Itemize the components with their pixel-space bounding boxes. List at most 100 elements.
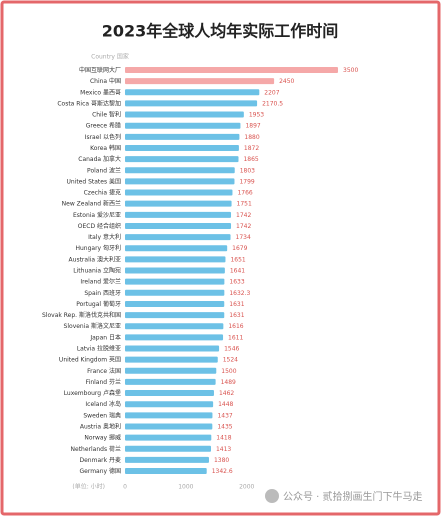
x-tick-label: 1000 [178, 484, 193, 491]
bar [125, 334, 224, 341]
value-label: 1631 [229, 312, 244, 319]
bar [125, 278, 225, 285]
y-tick-label: Norway 挪威 [84, 434, 121, 442]
bar [125, 356, 218, 363]
y-tick-label: Portugal 葡萄牙 [76, 300, 121, 308]
value-label: 1803 [240, 167, 255, 174]
value-label: 1734 [236, 234, 251, 241]
bar [125, 367, 217, 374]
value-label: 1524 [223, 357, 238, 364]
value-label: 3500 [343, 67, 358, 74]
bar [125, 312, 225, 319]
x-tick-label: 0 [123, 484, 127, 491]
bar [125, 323, 224, 330]
x-tick-label: 2000 [239, 484, 254, 491]
bar [125, 200, 232, 207]
value-label: 1799 [239, 178, 254, 185]
bar [125, 222, 232, 229]
y-tick-label: Italy 意大利 [88, 233, 121, 241]
value-label: 1766 [237, 190, 252, 197]
y-tick-label: Slovak Rep. 斯洛伐克共和国 [42, 311, 121, 319]
y-tick-label: Greece 希腊 [86, 122, 121, 130]
value-label: 1742 [236, 223, 251, 230]
y-tick-label: Costa Rica 哥斯达黎加 [57, 99, 121, 107]
y-tick-label: Poland 波兰 [87, 166, 121, 174]
bar [125, 434, 212, 441]
y-tick-label: Korea 韩国 [90, 144, 121, 152]
bar [125, 89, 260, 96]
value-label: 1742 [236, 212, 251, 219]
value-label: 1865 [243, 156, 258, 163]
y-tick-label: Slovenia 斯洛文尼亚 [64, 322, 121, 330]
value-label: 1679 [232, 245, 247, 252]
value-label: 1546 [224, 346, 239, 353]
y-tick-label: Spain 西班牙 [84, 289, 121, 297]
bar [125, 267, 225, 274]
y-tick-label: Hungary 匈牙利 [75, 244, 121, 252]
y-tick-label: France 法国 [87, 367, 121, 375]
bar [125, 111, 244, 118]
bar [125, 300, 225, 307]
y-tick-label: Denmark 丹麦 [80, 456, 122, 464]
bar [125, 345, 220, 352]
y-tick-label: Israel 以色列 [85, 133, 121, 141]
bar [125, 67, 338, 73]
bar [125, 100, 258, 107]
value-label: 1897 [245, 123, 260, 130]
y-tick-label: United Kingdom 英国 [59, 356, 121, 364]
bar [125, 211, 232, 218]
value-label: 1641 [230, 268, 245, 275]
watermark-icon [265, 489, 279, 503]
value-label: 2170.5 [262, 100, 283, 107]
bar [125, 289, 225, 296]
bar [125, 178, 235, 185]
value-label: 1631 [229, 301, 244, 308]
y-tick-label: Sweden 瑞典 [83, 411, 121, 419]
bar [125, 167, 235, 174]
value-label: 1418 [216, 435, 231, 442]
y-tick-label: OECD 经合组织 [78, 222, 121, 230]
value-label: 1437 [217, 412, 232, 419]
value-label: 1633 [229, 279, 244, 286]
y-tick-label: Estonia 爱沙尼亚 [73, 211, 121, 219]
bar [125, 245, 228, 252]
bar [125, 401, 214, 408]
y-tick-label: Ireland 爱尔兰 [80, 278, 121, 286]
y-tick-label: 中国互联网大厂 [79, 66, 121, 74]
value-label: 1462 [219, 390, 234, 397]
value-label: 1448 [218, 401, 233, 408]
y-tick-label: Iceland 冰岛 [85, 400, 121, 408]
y-tick-label: Austria 奥地利 [80, 422, 121, 430]
value-label: 1413 [216, 446, 231, 453]
value-label: 1500 [221, 368, 236, 375]
y-tick-label: Chile 智利 [92, 111, 121, 119]
bar [125, 456, 209, 463]
y-tick-label: Latvia 拉脱维亚 [77, 345, 121, 353]
value-label: 1880 [244, 134, 259, 141]
value-label: 1651 [230, 256, 245, 263]
y-tick-label: Netherlands 荷兰 [71, 445, 121, 453]
y-tick-label: Finland 芬兰 [86, 378, 121, 386]
value-label: 1872 [244, 145, 259, 152]
value-label: 1751 [237, 201, 252, 208]
y-tick-label: Luxembourg 卢森堡 [64, 389, 121, 397]
y-tick-label: Germany 德国 [80, 467, 122, 475]
y-tick-label: New Zealand 新西兰 [62, 200, 121, 208]
bar [125, 234, 231, 241]
y-tick-label: Australia 澳大利亚 [69, 255, 121, 263]
y-tick-label: Canada 加拿大 [78, 155, 121, 163]
bar [125, 412, 213, 419]
y-tick-label: Lithuania 立陶宛 [73, 267, 121, 275]
y-tick-label: Czechia 捷克 [84, 189, 121, 197]
value-label: 1611 [228, 334, 243, 341]
bar [125, 156, 239, 163]
bar [125, 390, 214, 397]
y-tick-label: Japan 日本 [89, 333, 121, 341]
bar [125, 468, 207, 475]
chart-title: 2023年全球人均年实际工作时间 [102, 22, 339, 41]
value-label: 1380 [214, 457, 229, 464]
value-label: 2207 [264, 89, 279, 96]
bar [125, 423, 213, 430]
